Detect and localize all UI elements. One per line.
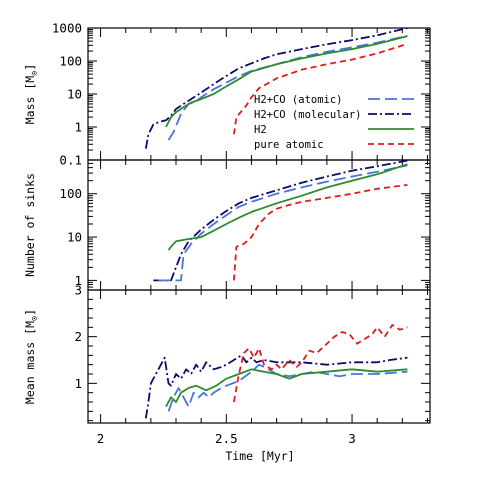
y-tick-label: 2 [74, 329, 82, 344]
series-line-atomic [167, 363, 408, 412]
panel-2: 100 10 1 Number of sinks [23, 159, 431, 291]
y-axis-label: Mean mass [M⊙] [23, 309, 40, 404]
x-tick-label: 2 [97, 431, 105, 446]
y-tick-label: 1 [74, 376, 82, 391]
series-line-atomic [158, 164, 408, 282]
panel-frame [87, 159, 431, 291]
panel-3: 3 2 1 Mean mass [M⊙] [23, 283, 431, 424]
legend-label-atomic: H2+CO (atomic) [254, 94, 343, 106]
series-line-h2 [165, 368, 408, 408]
y-tick-label: 10 [67, 87, 82, 102]
legend: H2+CO (atomic) H2+CO (molecular) H2 pure at… [254, 94, 414, 151]
y-axis-label: Number of sinks [23, 173, 37, 277]
series-group [144, 324, 408, 419]
y-tick-label: 10 [67, 230, 82, 245]
series-line-atomic [167, 34, 408, 141]
x-tick-label: 2.5 [215, 431, 238, 446]
y-tick-label: 1 [74, 273, 82, 288]
y-axis-label: Mass [M⊙] [23, 64, 40, 125]
panel-frame [87, 289, 431, 424]
y-tick-label: 100 [59, 54, 82, 69]
series-line-molecular [144, 28, 408, 149]
series-line-h2 [165, 35, 408, 128]
y-tick-label: 0.1 [59, 153, 82, 168]
series-group [153, 160, 408, 282]
series-line-pure [233, 324, 408, 403]
y-tick-label: 1000 [52, 21, 82, 36]
series-line-h2 [167, 163, 408, 251]
legend-label-molecular: H2+CO (molecular) [254, 109, 361, 121]
series-line-pure [233, 184, 408, 281]
y-tick-label: 100 [59, 186, 82, 201]
series-group [144, 28, 408, 149]
series-line-molecular [144, 354, 408, 419]
y-tick-label: 3 [74, 283, 82, 298]
x-axis-label: Time [Myr] [225, 449, 294, 463]
legend-label-h2: H2 [254, 124, 267, 136]
x-tick-label: 3 [348, 431, 356, 446]
series-line-molecular [153, 160, 408, 282]
legend-label-pure: pure atomic [254, 139, 324, 151]
y-tick-label: 1 [74, 120, 82, 135]
